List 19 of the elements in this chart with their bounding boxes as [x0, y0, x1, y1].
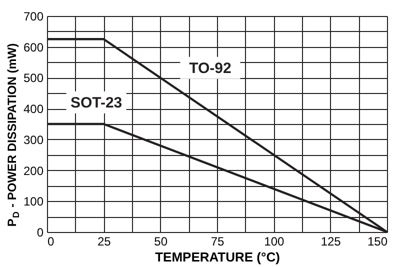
x-axis-title: TEMPERATURE (°C) — [155, 250, 280, 264]
y-tick-label: 0 — [36, 226, 44, 240]
x-tick-label: 150 — [367, 234, 388, 248]
y-tick-label: 100 — [23, 194, 44, 209]
y-tick-label: 700 — [23, 10, 44, 24]
y-axis-title: PD - POWER DISSIPATION (mW) — [5, 43, 21, 227]
x-tick-label: 25 — [97, 234, 112, 248]
series-label: TO-92 — [189, 60, 232, 77]
y-tick-label: 400 — [23, 102, 44, 116]
x-tick-label: 100 — [264, 234, 284, 248]
x-tick-label: 50 — [154, 234, 168, 248]
y-tick-label: 500 — [23, 71, 44, 86]
series-label: SOT-23 — [70, 94, 122, 112]
y-tick-label: 600 — [23, 40, 44, 54]
y-tick-label: 300 — [23, 132, 44, 147]
x-tick-label: 0 — [48, 234, 54, 248]
x-tick-label: 125 — [320, 234, 342, 248]
x-tick-label: 75 — [210, 234, 224, 248]
y-tick-label: 200 — [23, 164, 44, 178]
